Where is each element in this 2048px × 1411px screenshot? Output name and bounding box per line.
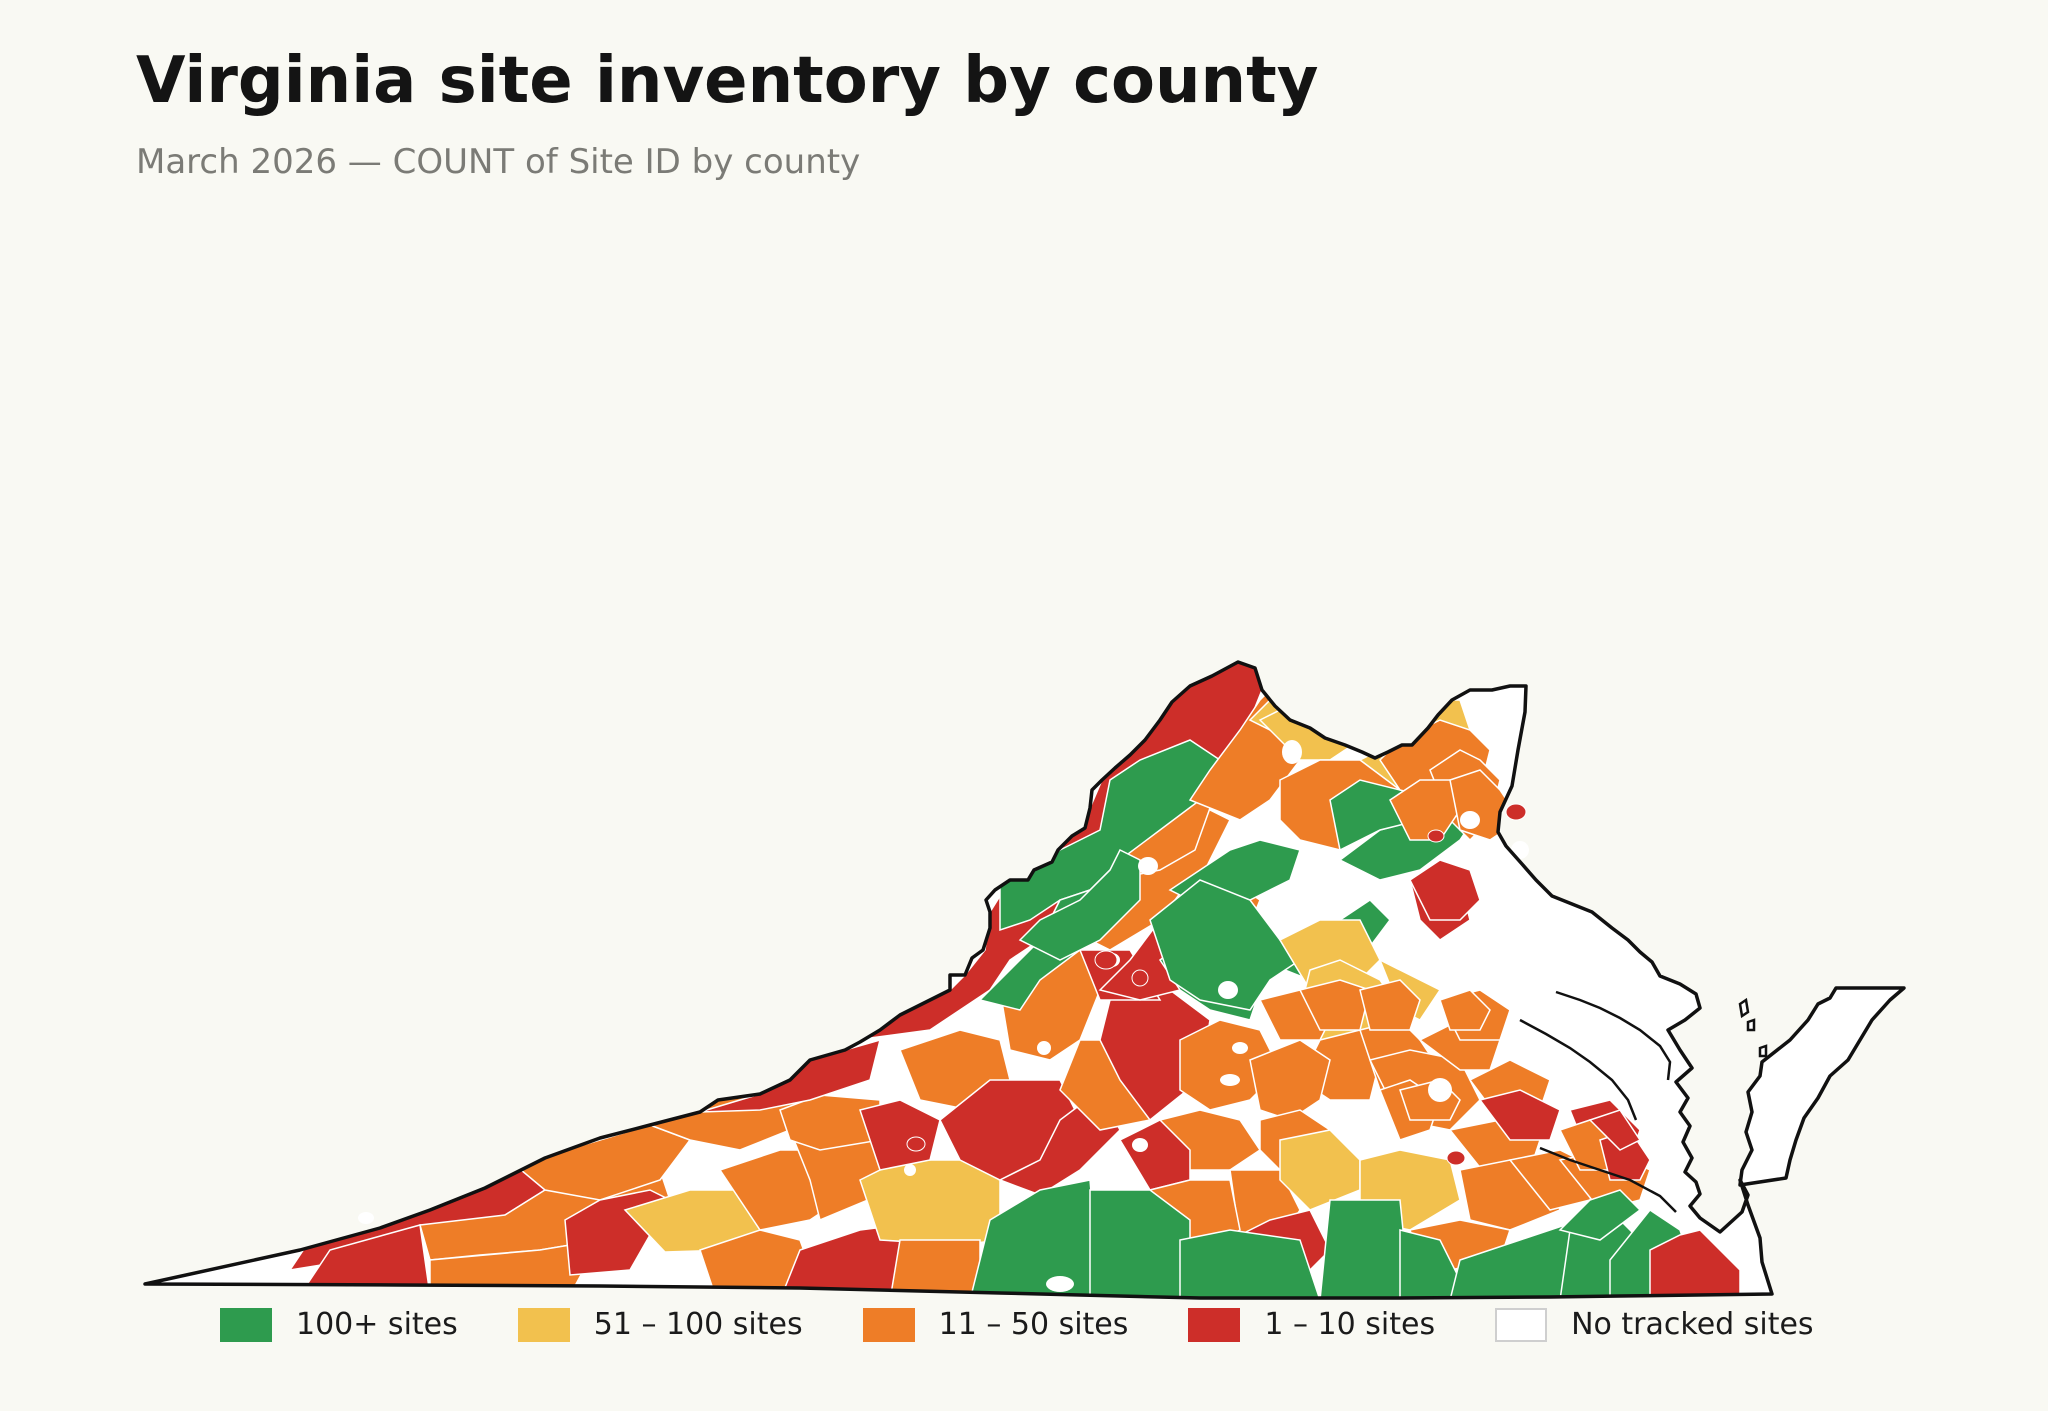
- county-region: [429, 1089, 522, 1161]
- county-region: [1118, 1119, 1191, 1191]
- page-title: Virginia site inventory by county: [136, 44, 1319, 118]
- legend: 100+ sites 51 – 100 sites 11 – 50 sites …: [220, 1307, 1874, 1342]
- county-region: [1409, 859, 1481, 921]
- county-region: [1308, 662, 1411, 702]
- page-subtitle: March 2026 — COUNT of Site ID by county: [136, 142, 861, 182]
- legend-item-none: No tracked sites: [1495, 1307, 1814, 1342]
- legend-swatch-orange: [862, 1307, 915, 1342]
- legend-item-51-100: 51 – 100 sites: [517, 1307, 803, 1342]
- county-region: [1379, 662, 1481, 701]
- legend-label: No tracked sites: [1571, 1307, 1814, 1342]
- city-markers: [906, 803, 1527, 1166]
- legend-swatch-white: [1495, 1307, 1548, 1342]
- bay-islands: [1738, 997, 1768, 1058]
- county-region: [1558, 1189, 1642, 1241]
- legend-item-100-plus: 100+ sites: [220, 1307, 458, 1342]
- county-region: [1319, 1199, 1411, 1298]
- county-region: [859, 1099, 941, 1171]
- county-region: [969, 1179, 1101, 1298]
- eastern-shore: [1738, 986, 1906, 1187]
- legend-swatch-green: [220, 1307, 272, 1342]
- county-region: [1588, 1109, 1642, 1151]
- county-region: [859, 1159, 1001, 1246]
- legend-swatch-red: [1188, 1307, 1241, 1342]
- county-region: [1399, 1229, 1472, 1298]
- county-region: [1089, 1189, 1191, 1298]
- county-region: [1478, 1089, 1561, 1141]
- county-region: [1149, 879, 1302, 1011]
- legend-item-1-10: 1 – 10 sites: [1188, 1307, 1435, 1342]
- legend-label: 100+ sites: [296, 1307, 458, 1342]
- county-region: [1649, 1229, 1741, 1298]
- county-region: [1018, 848, 1141, 961]
- legend-item-11-50: 11 – 50 sites: [862, 1307, 1129, 1342]
- legend-label: 11 – 50 sites: [938, 1307, 1129, 1342]
- river-lines: [1519, 990, 1677, 1213]
- legend-swatch-yellow: [517, 1307, 570, 1342]
- legend-label: 1 – 10 sites: [1264, 1307, 1436, 1342]
- county-region: [889, 1239, 981, 1298]
- legend-label: 51 – 100 sites: [593, 1307, 803, 1342]
- county-region: [1439, 989, 1491, 1031]
- county-region: [1179, 1229, 1322, 1298]
- county-region: [1359, 979, 1421, 1031]
